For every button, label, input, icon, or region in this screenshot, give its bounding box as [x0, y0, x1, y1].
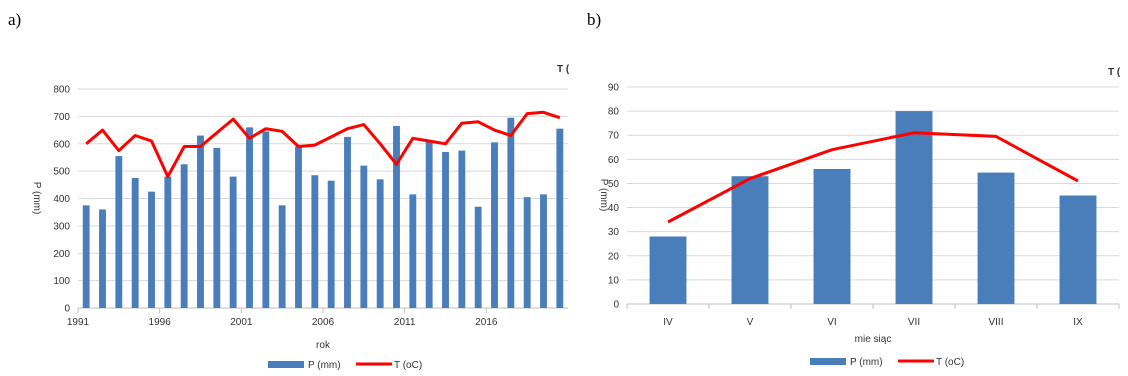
chart-b-bar — [731, 176, 769, 304]
chart-a-temperature-line — [85, 110, 561, 179]
chart-b-right-axis-label: T ( — [1108, 67, 1121, 78]
chart-b-legend-label: P (mm) — [850, 357, 883, 368]
chart-a-legend-label: P (mm) — [308, 360, 341, 371]
chart-a-bar — [180, 164, 188, 308]
chart-a-bar — [425, 141, 433, 308]
chart-b-bar — [813, 168, 851, 304]
chart-a-bar — [327, 180, 335, 308]
chart-a-bar — [82, 205, 90, 308]
chart-a-y-tick-label: 200 — [53, 249, 70, 260]
chart-a-bar — [458, 150, 466, 308]
chart-b-x-tick-label: VIII — [988, 317, 1003, 328]
chart-a-bar — [115, 156, 123, 308]
chart-a-bar — [442, 151, 449, 308]
chart-a-bar — [393, 125, 400, 308]
chart-b-y-tick-label: 80 — [608, 107, 620, 118]
chart-b-y-tick-label: 0 — [613, 300, 619, 311]
chart-a-bar — [295, 146, 302, 308]
chart-a-x-tick-label: 1996 — [149, 317, 172, 328]
chart-b-x-tick-label: IX — [1073, 317, 1083, 328]
chart-a-y-tick-label: 100 — [53, 276, 70, 287]
chart-a-bar — [197, 135, 204, 308]
chart-b-y-axis-title: P (mm) — [598, 179, 609, 212]
chart-a-x-axis-title: rok — [316, 340, 331, 351]
chart-b-x-tick-label: VII — [908, 317, 920, 328]
chart-a-bar — [540, 194, 547, 308]
chart-a-bar — [491, 142, 498, 308]
panel-b-label: b) — [587, 10, 602, 29]
chart-b-x-axis-title: mie siąc — [855, 334, 892, 345]
chart-a-bar — [229, 176, 237, 308]
chart-b-y-tick-label: 10 — [608, 275, 620, 286]
chart-a-bar — [474, 206, 482, 308]
chart-b-y-tick-label: 70 — [608, 131, 620, 142]
chart-a-x-tick-label: 1991 — [67, 317, 90, 328]
chart-a-legend-label: T (oC) — [394, 360, 422, 371]
chart-a-y-axis-title: P (mm) — [31, 182, 42, 215]
chart-a-x-tick-label: 2011 — [394, 317, 416, 328]
chart-a-legend-bar-swatch — [268, 361, 304, 368]
chart-b-temperature-line — [667, 131, 1079, 224]
chart-a-bar — [523, 197, 531, 308]
chart-b-y-tick-label: 20 — [608, 251, 620, 262]
chart-b-x-tick-label: V — [747, 317, 754, 328]
chart-a-x-tick-label: 2001 — [230, 317, 253, 328]
chart-a-right-axis-label: T ( — [557, 64, 570, 75]
chart-a-y-tick-label: 700 — [53, 112, 70, 123]
chart-a-bar — [556, 128, 564, 308]
chart-a-bar — [131, 177, 139, 308]
chart-b-legend-bar-swatch — [810, 358, 846, 365]
chart-a-y-tick-label: 300 — [53, 221, 70, 232]
chart-a-y-tick-label: 400 — [53, 194, 70, 205]
chart-a-bar — [148, 191, 155, 308]
chart-a-y-tick-label: 500 — [53, 167, 70, 178]
chart-a-x-tick-label: 2006 — [312, 317, 335, 328]
chart-a-bar — [262, 131, 270, 308]
chart-a-bar — [99, 209, 106, 308]
chart-b-y-tick-label: 90 — [608, 83, 620, 94]
chart-b-bar — [649, 236, 687, 304]
panel-a-label: a) — [8, 10, 22, 29]
chart-a-bar — [344, 136, 351, 308]
chart-a-bar — [164, 176, 172, 308]
chart-b-bar — [1059, 195, 1097, 304]
chart-a-y-tick-label: 800 — [53, 85, 70, 96]
chart-b-y-tick-label: 40 — [608, 203, 620, 214]
chart-a-bar — [376, 179, 384, 308]
chart-a-bar — [311, 175, 319, 308]
chart-a-bar — [507, 117, 515, 309]
chart-b-y-tick-label: 60 — [608, 155, 620, 166]
chart-a-y-tick-label: 600 — [53, 139, 70, 150]
chart-b-bar — [895, 111, 933, 304]
chart-b-x-tick-label: VI — [827, 317, 836, 328]
chart-b-x-tick-label: IV — [663, 317, 673, 328]
chart-b-y-tick-label: 30 — [608, 227, 620, 238]
chart-a-bar — [409, 194, 417, 308]
chart-a-bar — [213, 147, 221, 308]
chart-b-legend-label: T (oC) — [936, 357, 964, 368]
chart-b-y-tick-label: 50 — [608, 179, 620, 190]
chart-a-y-tick-label: 0 — [64, 304, 70, 315]
chart-a-bar — [278, 205, 286, 308]
chart-b-bar — [977, 172, 1015, 304]
chart-a-bar — [246, 127, 253, 308]
chart-a-bar — [360, 165, 368, 308]
chart-a-x-tick-label: 2016 — [475, 317, 498, 328]
